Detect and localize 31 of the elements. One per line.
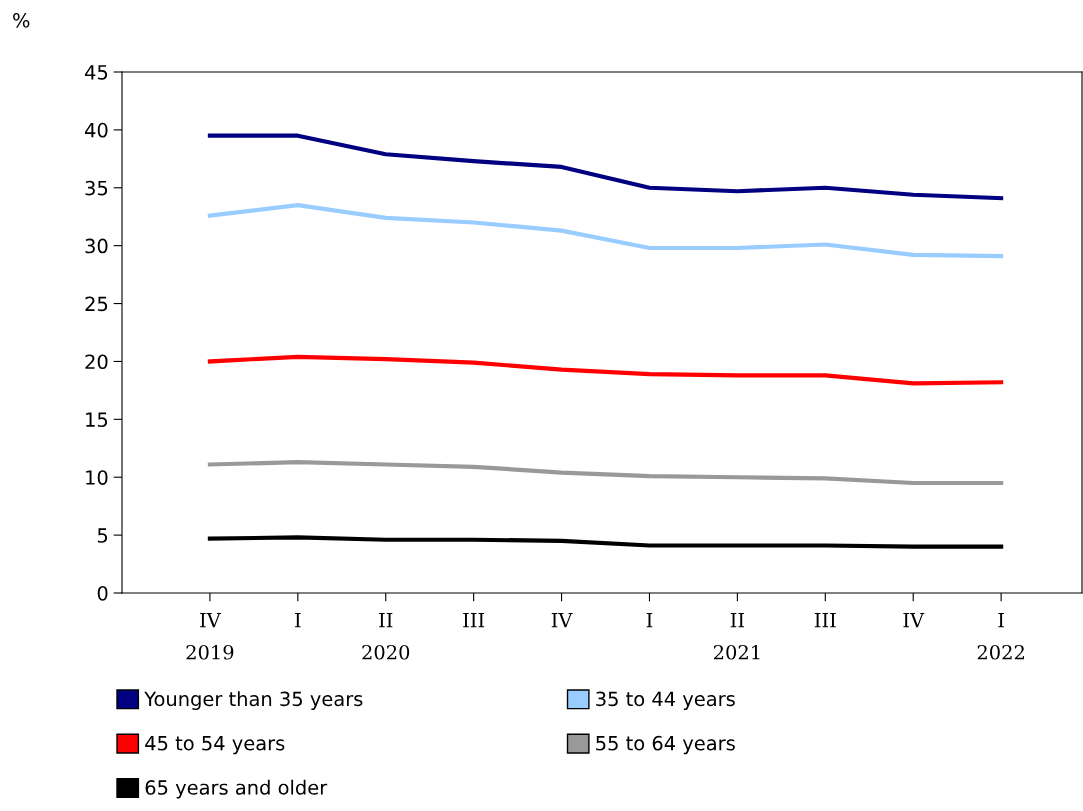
legend-label: 65 years and older xyxy=(145,779,328,799)
y-tick-label: 35 xyxy=(85,180,108,196)
x-tick-label: III xyxy=(463,613,485,628)
x-tick-label: II 2020 xyxy=(362,613,410,660)
x-tick-label: I xyxy=(646,613,653,628)
legend-label: Younger than 35 years xyxy=(144,691,363,710)
x-tick-label: I 2022 xyxy=(977,613,1024,660)
y-tick-label: 10 xyxy=(86,470,108,485)
x-tick-label: IV xyxy=(903,613,925,628)
x-tick-label: IV 2019 xyxy=(186,613,234,660)
y-tick-label: 40 xyxy=(85,122,108,138)
line-series xyxy=(207,535,1004,549)
y-tick-label: 15 xyxy=(86,412,108,427)
x-tick-label: I xyxy=(295,613,301,628)
x-tick-label: III xyxy=(814,613,836,628)
line-series xyxy=(207,203,1004,259)
y-tick-label: 30 xyxy=(85,238,108,254)
y-tick-label: 20 xyxy=(85,354,108,370)
legend-label: 35 to 44 years xyxy=(596,691,735,710)
y-axis-title: % xyxy=(13,12,30,28)
legend-label: 55 to 64 years xyxy=(596,735,735,755)
y-tick-label: 5 xyxy=(97,528,108,543)
line-series xyxy=(207,354,1004,386)
line-series xyxy=(207,133,1004,201)
y-tick-label: 0 xyxy=(97,585,108,601)
x-tick-label: II 2021 xyxy=(713,613,760,660)
line-series xyxy=(207,460,1004,486)
y-tick-label: 45 xyxy=(85,65,108,80)
legend-label: 45 to 54 years xyxy=(145,736,285,755)
y-tick-label: 25 xyxy=(85,296,108,312)
x-tick-label: IV xyxy=(551,613,573,628)
